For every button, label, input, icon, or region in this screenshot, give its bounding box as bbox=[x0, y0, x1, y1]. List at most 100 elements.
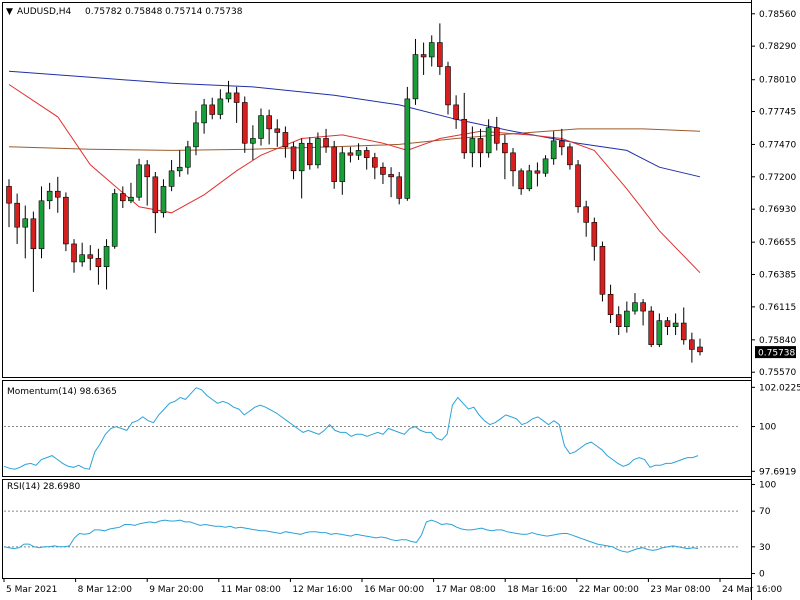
bullish-candle bbox=[46, 190, 53, 202]
price-axis-label: 0.76115 bbox=[759, 303, 796, 313]
bullish-candle bbox=[404, 98, 411, 199]
bearish-candle bbox=[290, 146, 297, 172]
bearish-candle bbox=[396, 176, 403, 199]
current-price-badge bbox=[755, 346, 796, 359]
bearish-candle bbox=[648, 310, 655, 345]
bearish-candle bbox=[453, 104, 459, 120]
price-axis-label: 0.78560 bbox=[759, 10, 796, 20]
momentum-axis-label: 97.6919 bbox=[759, 467, 796, 477]
bearish-candle bbox=[152, 176, 159, 214]
bearish-candle bbox=[388, 174, 394, 178]
bearish-candle bbox=[510, 152, 516, 172]
bearish-candle bbox=[323, 138, 329, 148]
bearish-candle bbox=[144, 164, 150, 178]
bullish-candle bbox=[193, 122, 199, 148]
momentum-label: Momentum(14) 98.6365 bbox=[7, 387, 117, 397]
price-axis-label: 0.77200 bbox=[759, 173, 796, 183]
bearish-candle bbox=[347, 152, 354, 156]
mid-moving-average-line bbox=[8, 70, 701, 178]
rsi-axis-label: 100 bbox=[759, 480, 776, 490]
bullish-candle bbox=[38, 200, 45, 250]
bearish-candle bbox=[599, 246, 606, 295]
bullish-candle bbox=[632, 302, 638, 312]
bearish-candle bbox=[63, 196, 69, 245]
bearish-candle bbox=[282, 132, 289, 148]
bearish-candle bbox=[591, 222, 598, 247]
slow-moving-average-line bbox=[8, 128, 701, 151]
bullish-candle bbox=[339, 152, 346, 182]
bearish-candle bbox=[30, 218, 37, 250]
symbol-dropdown-icon[interactable]: ▼ bbox=[6, 7, 13, 17]
bearish-candle bbox=[664, 320, 671, 327]
bearish-candle bbox=[640, 302, 646, 312]
bullish-candle bbox=[176, 166, 183, 172]
bullish-candle bbox=[79, 254, 85, 263]
rsi-plot bbox=[3, 510, 740, 553]
time-axis-label: 8 Mar 12:00 bbox=[78, 585, 133, 595]
price-axis-label: 0.77745 bbox=[759, 107, 796, 117]
momentum-line bbox=[3, 387, 699, 470]
price-axis-label: 0.76655 bbox=[759, 238, 796, 248]
bearish-candle bbox=[558, 140, 565, 148]
bullish-candle bbox=[542, 158, 549, 174]
time-axis-label: 24 Mar 16:00 bbox=[722, 585, 782, 595]
price-plot bbox=[6, 23, 703, 363]
rsi-axis-label: 30 bbox=[759, 543, 771, 553]
ohlc-readout: 0.75782 0.75848 0.75714 0.75738 bbox=[85, 7, 243, 17]
bearish-candle bbox=[445, 66, 451, 106]
momentum-axis-label: 100 bbox=[759, 423, 776, 433]
bearish-candle bbox=[689, 339, 695, 350]
bullish-candle bbox=[111, 193, 118, 247]
rsi-axis-label: 70 bbox=[759, 507, 771, 517]
price-axis-label: 0.76385 bbox=[759, 271, 796, 281]
bullish-candle bbox=[258, 115, 264, 139]
bearish-candle bbox=[6, 186, 12, 204]
bearish-candle bbox=[518, 170, 524, 190]
bearish-candle bbox=[493, 127, 500, 144]
rsi-panel-frame bbox=[2, 479, 752, 579]
bullish-candle bbox=[22, 218, 29, 228]
bearish-candle bbox=[87, 254, 94, 259]
axes: 0.78560 0.78290 0.78010 0.77745 0.77470 0.772… bbox=[3, 10, 800, 595]
bearish-candle bbox=[331, 146, 337, 182]
time-axis-label: 11 Mar 08:00 bbox=[221, 585, 281, 595]
symbol-timeframe-label: AUDUSD,H4 bbox=[17, 7, 72, 17]
time-axis-label: 9 Mar 20:00 bbox=[149, 585, 204, 595]
bearish-candle bbox=[420, 54, 427, 58]
bearish-candle bbox=[71, 243, 77, 263]
time-axis-label: 5 Mar 2021 bbox=[6, 585, 57, 595]
rsi-line bbox=[3, 519, 699, 553]
momentum-plot bbox=[3, 387, 740, 470]
bullish-candle bbox=[136, 164, 142, 198]
time-axis-label: 22 Mar 00:00 bbox=[579, 585, 639, 595]
bullish-candle bbox=[485, 127, 492, 154]
bearish-candle bbox=[233, 92, 240, 103]
bearish-candle bbox=[680, 322, 687, 341]
price-axis-label: 0.77470 bbox=[759, 140, 796, 150]
bearish-candle bbox=[461, 118, 468, 154]
bearish-candle bbox=[241, 102, 248, 144]
bearish-candle bbox=[575, 164, 581, 208]
time-axis-label: 16 Mar 00:00 bbox=[364, 585, 424, 595]
bearish-candle bbox=[274, 128, 281, 133]
bearish-candle bbox=[95, 258, 102, 268]
bearish-candle bbox=[567, 146, 573, 166]
bearish-candle bbox=[306, 142, 313, 166]
bullish-candle bbox=[428, 42, 435, 58]
bearish-candle bbox=[380, 166, 386, 175]
current-price-badge-text: 0.75738 bbox=[758, 349, 795, 359]
bearish-candle bbox=[14, 202, 20, 228]
bullish-candle bbox=[103, 246, 110, 268]
bullish-candle bbox=[128, 196, 134, 202]
bullish-candle bbox=[672, 322, 679, 327]
bearish-candle bbox=[607, 293, 614, 315]
rsi-label: RSI(14) 28.6980 bbox=[7, 482, 80, 492]
bullish-candle bbox=[185, 146, 191, 168]
bullish-candle bbox=[315, 138, 321, 166]
bearish-candle bbox=[615, 314, 622, 327]
time-axis-label: 17 Mar 08:00 bbox=[436, 585, 496, 595]
bullish-candle bbox=[656, 320, 663, 345]
bearish-candle bbox=[697, 346, 703, 353]
fast-moving-average-line bbox=[8, 84, 701, 274]
